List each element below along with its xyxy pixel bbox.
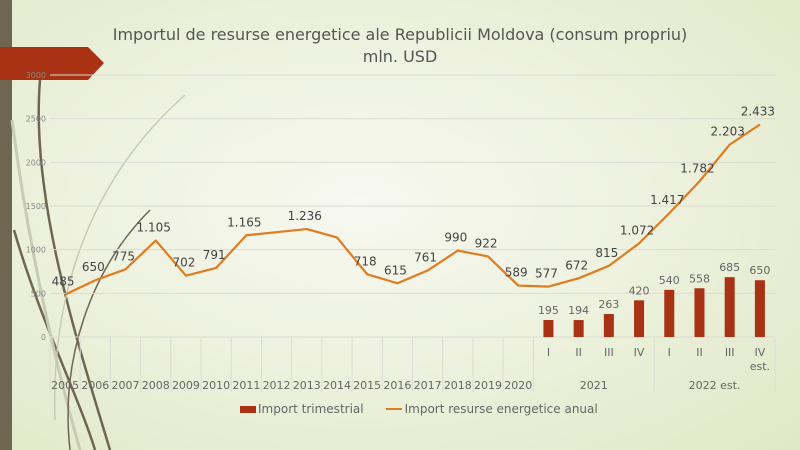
bar-data-label: 194 bbox=[568, 304, 589, 317]
chart-title: Importul de resurse energetice ale Repub… bbox=[100, 24, 700, 68]
line-data-label: 1.072 bbox=[620, 223, 654, 237]
line-data-label: 615 bbox=[384, 263, 407, 277]
line-data-label: 718 bbox=[354, 254, 377, 268]
x-tick-label: 2020 bbox=[504, 379, 532, 392]
x-tick-label: 2017 bbox=[414, 379, 442, 392]
line-data-label: 791 bbox=[203, 248, 226, 262]
line-data-label: 1.782 bbox=[680, 161, 714, 175]
bar-data-label: 558 bbox=[689, 272, 710, 285]
x-tick-label: 2013 bbox=[293, 379, 321, 392]
bar bbox=[603, 314, 614, 337]
line-data-label: 672 bbox=[565, 258, 588, 272]
bar-data-label: 195 bbox=[538, 304, 559, 317]
bar bbox=[634, 300, 645, 337]
x-tick-label-quarter: I bbox=[668, 346, 671, 359]
x-tick-label: 2006 bbox=[81, 379, 109, 392]
bar bbox=[724, 277, 735, 337]
y-tick-label: 500 bbox=[31, 289, 46, 298]
x-tick-label: 2019 bbox=[474, 379, 502, 392]
x-group-label: 2021 bbox=[580, 379, 608, 392]
line-data-label: 1.165 bbox=[227, 215, 261, 229]
line-data-label: 775 bbox=[112, 249, 135, 263]
x-tick-label-quarter: II bbox=[696, 346, 703, 359]
bar-data-label: 685 bbox=[719, 261, 740, 274]
x-tick-label: 2015 bbox=[353, 379, 381, 392]
line-data-label: 589 bbox=[505, 266, 528, 280]
sidebar-stripe bbox=[0, 0, 12, 450]
x-tick-label-quarter-note: est. bbox=[750, 360, 770, 373]
x-tick-label: 2010 bbox=[202, 379, 230, 392]
x-tick-label-quarter: II bbox=[575, 346, 582, 359]
x-group-label: 2022 est. bbox=[689, 379, 741, 392]
line-data-label: 2.203 bbox=[711, 125, 745, 139]
line-data-label: 2.433 bbox=[741, 105, 775, 119]
x-tick-label-quarter: I bbox=[547, 346, 550, 359]
x-tick-label: 2009 bbox=[172, 379, 200, 392]
x-tick-label: 2011 bbox=[232, 379, 260, 392]
x-tick-label: 2012 bbox=[263, 379, 291, 392]
title-line-2: mln. USD bbox=[362, 47, 438, 66]
line-data-label: 1.105 bbox=[137, 220, 171, 234]
legend-item-line: Import resurse energetice anual bbox=[385, 402, 598, 416]
x-tick-label: 2018 bbox=[444, 379, 472, 392]
line-data-label: 1.236 bbox=[288, 209, 322, 223]
x-tick-label-quarter: III bbox=[725, 346, 735, 359]
bar-data-label: 263 bbox=[598, 298, 619, 311]
bar bbox=[754, 280, 765, 337]
line-data-label: 1.417 bbox=[650, 193, 684, 207]
x-tick-label-quarter: IV bbox=[755, 346, 766, 359]
bar bbox=[573, 320, 584, 337]
line-data-label: 922 bbox=[475, 236, 498, 250]
bar bbox=[694, 288, 705, 337]
x-tick-label: 2005 bbox=[51, 379, 79, 392]
line-series bbox=[64, 123, 761, 296]
x-tick-label-quarter: IV bbox=[634, 346, 645, 359]
y-tick-label: 1500 bbox=[26, 202, 46, 211]
line-data-label: 761 bbox=[414, 251, 437, 265]
line-data-label: 650 bbox=[82, 260, 105, 274]
bar-data-label: 420 bbox=[629, 284, 650, 297]
legend: Import trimestrial Import resurse energe… bbox=[240, 402, 620, 416]
x-tick-label-quarter: III bbox=[604, 346, 614, 359]
bar bbox=[543, 319, 554, 337]
y-tick-label: 2500 bbox=[26, 115, 46, 124]
legend-item-bar: Import trimestrial bbox=[240, 402, 364, 416]
y-tick-label: 1000 bbox=[26, 246, 46, 255]
bar-data-label: 540 bbox=[659, 274, 680, 287]
bar-data-label: 650 bbox=[749, 264, 770, 277]
x-tick-label: 2008 bbox=[142, 379, 170, 392]
x-tick-label: 2014 bbox=[323, 379, 351, 392]
line-data-label: 577 bbox=[535, 267, 558, 281]
y-tick-label: 0 bbox=[41, 333, 46, 342]
title-line-1: Importul de resurse energetice ale Repub… bbox=[112, 25, 688, 44]
line-data-label: 990 bbox=[444, 231, 467, 245]
y-tick-label: 3000 bbox=[26, 71, 46, 80]
x-tick-label: 2016 bbox=[383, 379, 411, 392]
legend-bar-swatch bbox=[240, 405, 256, 413]
bar bbox=[664, 289, 675, 337]
legend-line-swatch bbox=[385, 408, 402, 410]
x-tick-label: 2007 bbox=[112, 379, 140, 392]
legend-bar-label: Import trimestrial bbox=[258, 402, 364, 416]
line-data-label: 485 bbox=[52, 275, 75, 289]
legend-line-label: Import resurse energetice anual bbox=[404, 402, 598, 416]
line-data-label: 815 bbox=[595, 246, 618, 260]
line-data-label: 702 bbox=[172, 256, 195, 270]
y-tick-label: 2000 bbox=[26, 158, 46, 167]
